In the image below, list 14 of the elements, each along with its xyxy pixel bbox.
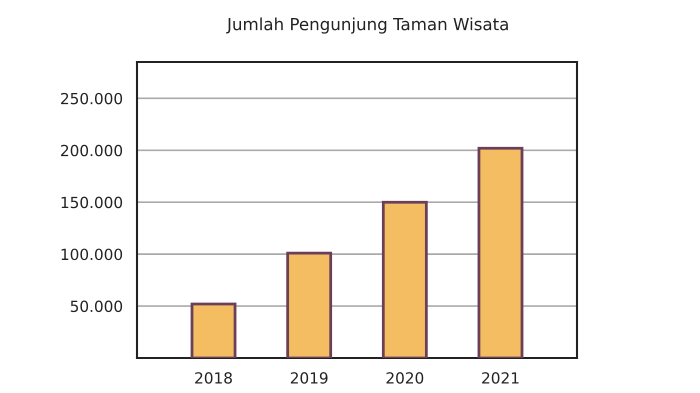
y-tick-label: 100.000 <box>62 248 122 260</box>
y-tick-label: 250.000 <box>61 92 122 104</box>
x-tick-label: 2019 <box>290 372 328 384</box>
bar <box>190 302 236 358</box>
y-tick-label: 50.000 <box>70 300 122 312</box>
y-tick-label: 200.000 <box>61 144 122 156</box>
bar <box>286 252 332 358</box>
x-tick-label: 2020 <box>386 372 424 384</box>
bar <box>478 146 524 358</box>
chart-title: Jumlah Pengunjung Taman Wisata <box>226 17 508 34</box>
x-tick-label: 2021 <box>482 372 519 384</box>
x-tick-label: 2018 <box>195 372 232 384</box>
y-tick-label: 150.000 <box>62 196 122 208</box>
bar <box>382 200 428 358</box>
